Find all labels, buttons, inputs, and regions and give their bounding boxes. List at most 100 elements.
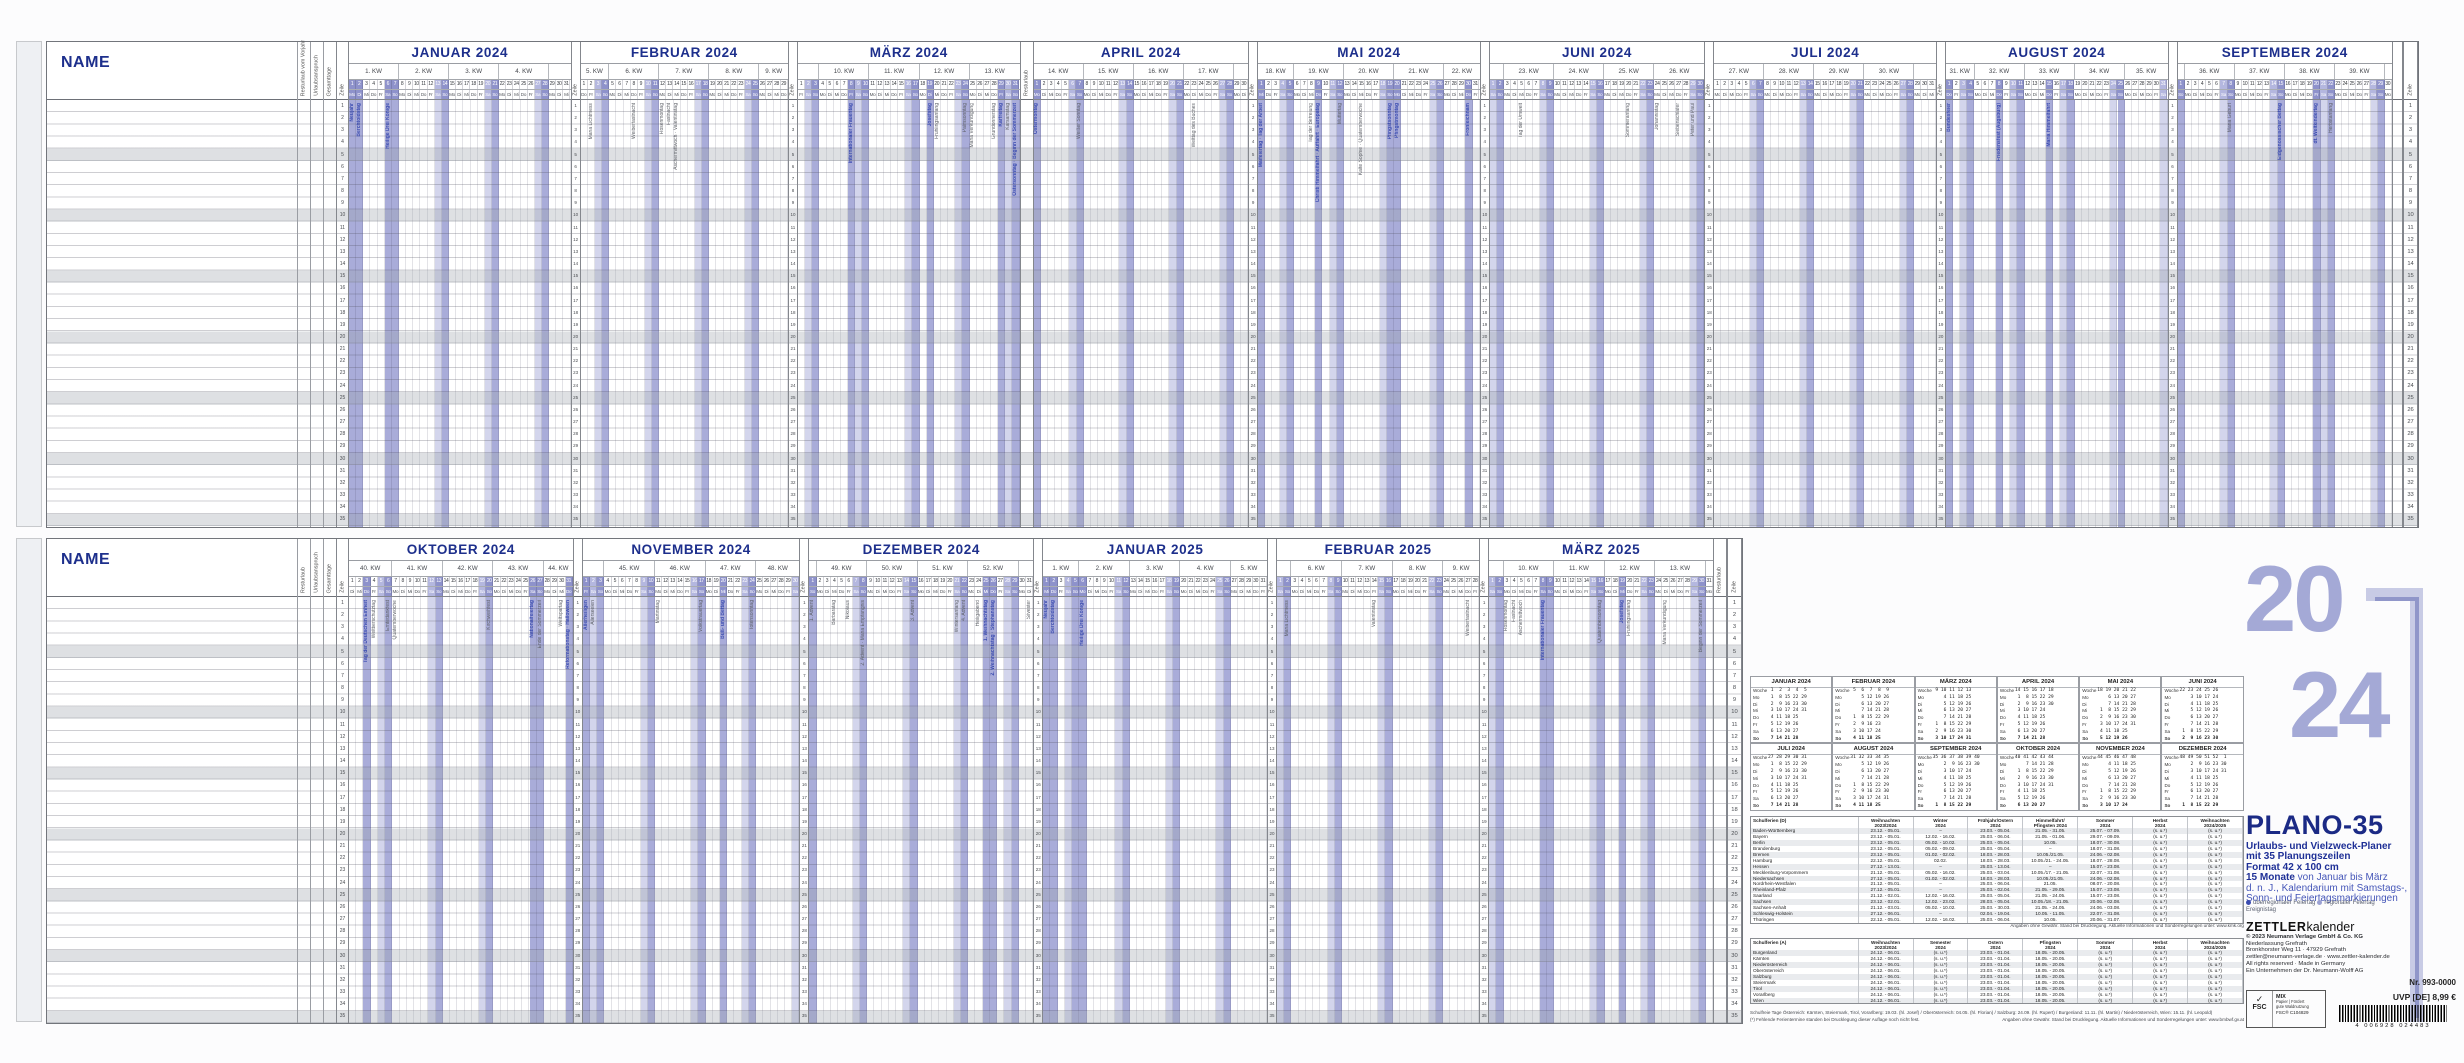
weekday-cell: Mi <box>1929 90 1936 99</box>
weekday-cell: Fr <box>1322 90 1330 99</box>
mini-month-line: Fr 6 13 20 27 <box>2164 789 2219 795</box>
day-cell: 11 <box>1562 577 1569 586</box>
weekday-cell: Di <box>400 587 407 596</box>
table-cell: (s. u.*) <box>2133 991 2189 998</box>
weekday-cell: Mo <box>493 587 501 596</box>
row-number: 3 <box>1939 127 1943 133</box>
kw-row: 40. KW 41. KW 42. KW 43. KW 44. KW <box>349 561 573 577</box>
weekday-cell: Do <box>1205 90 1213 99</box>
day-cell: 11 <box>421 80 428 89</box>
weekday-cell: Do <box>838 587 846 596</box>
day-cell: 14 <box>674 80 681 89</box>
weekday-cell: Sa <box>1069 90 1077 99</box>
weekday-cell: Mo <box>1079 587 1087 596</box>
row-number: 7 <box>791 175 795 181</box>
table-cell: 25.07. - 07.09. <box>2078 828 2134 835</box>
day-cell: 3 <box>1272 80 1280 89</box>
day-cell: 21 <box>727 577 735 586</box>
row-number: 9 <box>574 200 577 206</box>
day-stripe <box>1148 100 1156 527</box>
day-stripe <box>1697 100 1705 527</box>
row-number: 30 <box>575 952 581 958</box>
day-cell: 23 <box>1202 577 1210 586</box>
row-number: 33 <box>1481 989 1487 994</box>
day-cell: 26 <box>2356 80 2364 89</box>
row-number: 8 <box>2408 188 2413 195</box>
day-stripe <box>2320 100 2328 527</box>
day-stripe <box>1169 100 1177 527</box>
month-planning-area: 1. Advent Barbaratag Nikolaus 2. Advent · M… <box>809 597 1034 1023</box>
weekday-cell: Sa <box>484 90 492 99</box>
row-number: 6 <box>1732 660 1737 667</box>
table-cell: Sachsen <box>1751 899 1859 906</box>
weekday-cell: Mo <box>1342 587 1350 596</box>
weekday-cell: Fr <box>1058 587 1065 596</box>
weekday-cell: Mi <box>564 90 571 99</box>
day-stripe <box>831 597 839 1023</box>
weekday-cell: Mo <box>2234 90 2242 99</box>
day-cell: 15 <box>681 80 688 89</box>
weekday-cell: Do <box>581 90 588 99</box>
table-cell: (s. u.*) <box>2133 851 2189 858</box>
weekday-cell: So <box>1173 587 1181 596</box>
day-cell: 7 <box>1533 577 1540 586</box>
weekday-cell: So <box>1122 587 1130 596</box>
weekday-cell: Di <box>1821 90 1829 99</box>
mini-month-line: Mi 6 13 20 27 <box>2082 775 2136 781</box>
day-cell: 13 <box>1799 80 1808 89</box>
row-number: 26 <box>339 903 346 910</box>
day-cell: 22 <box>1408 80 1416 89</box>
day-stripe <box>443 597 451 1023</box>
weekday-cell: Di <box>450 587 458 596</box>
row-number: 12 <box>1035 733 1041 739</box>
row-number: 27 <box>1938 419 1944 425</box>
weekday-cell: Sa <box>2110 90 2118 99</box>
row-number: 17 <box>1482 297 1488 303</box>
weekday-cell: Mi <box>458 587 465 596</box>
weekday-cell: Mo <box>1554 587 1562 596</box>
row-number: 24 <box>1706 382 1712 388</box>
row-number: 15 <box>575 770 581 776</box>
row-number: 33 <box>575 989 581 994</box>
weekday-cell: Mi <box>1043 587 1051 596</box>
weekday-cell: Fr <box>2103 90 2111 99</box>
row-number: 28 <box>573 431 579 437</box>
day-stripe <box>484 100 492 527</box>
holiday-label: Nationalfeiertag <box>530 600 536 638</box>
row-number: 24 <box>1269 879 1275 885</box>
weekday-cell: So <box>536 587 544 596</box>
weekday-cell: Di <box>1451 90 1459 99</box>
weekday-cell: Mo <box>604 587 612 596</box>
day-stripe <box>1443 597 1451 1023</box>
day-cell: 3 <box>2192 80 2199 89</box>
day-stripe <box>1180 597 1188 1023</box>
day-cell: 5 <box>1518 80 1526 89</box>
day-stripe <box>478 100 485 527</box>
kw-label: 3. KW <box>449 64 500 79</box>
row-number: 26 <box>1731 903 1738 910</box>
row-number: 14 <box>339 758 346 765</box>
day-stripe <box>1995 100 2004 527</box>
weekday-cell: So <box>1176 90 1184 99</box>
row-number: 26 <box>1269 903 1275 909</box>
row-number: 2 <box>791 115 795 121</box>
row-number: 27 <box>1706 419 1712 425</box>
day-cell: 13 <box>1119 80 1127 89</box>
weekday-cell: Mo <box>2334 90 2342 99</box>
weekday-cell: Di <box>1137 587 1145 596</box>
day-cell: 8 <box>633 577 641 586</box>
row-number: 8 <box>574 188 577 194</box>
row-number: 16 <box>1706 285 1712 291</box>
day-stripe <box>1569 597 1576 1023</box>
mini-month-line: Sa 1 8 15 22 29 <box>2164 728 2219 734</box>
weekday-cell: So <box>1646 90 1654 99</box>
weekday-cell: Mo <box>2384 90 2392 99</box>
row-number: 10 <box>1269 709 1275 715</box>
day-stripe <box>1306 597 1314 1023</box>
table-cell: Tirol <box>1751 985 1859 992</box>
kw-label: 12. KW <box>1605 561 1656 576</box>
day-cell: 17 <box>694 80 703 89</box>
weekday-cell: Di <box>877 90 884 99</box>
weekday-cell: Fr <box>478 90 485 99</box>
month-september-2024: SEPTEMBER 2024 36. KW 37. KW 38. KW 39. KW 1 2… <box>2177 42 2393 527</box>
